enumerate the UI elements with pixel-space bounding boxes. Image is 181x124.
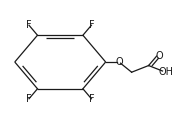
Text: F: F [26, 94, 32, 104]
Text: O: O [155, 51, 163, 61]
Text: OH: OH [159, 67, 174, 77]
Text: O: O [115, 57, 123, 67]
Text: F: F [89, 94, 94, 104]
Text: F: F [89, 20, 94, 30]
Text: F: F [26, 20, 32, 30]
